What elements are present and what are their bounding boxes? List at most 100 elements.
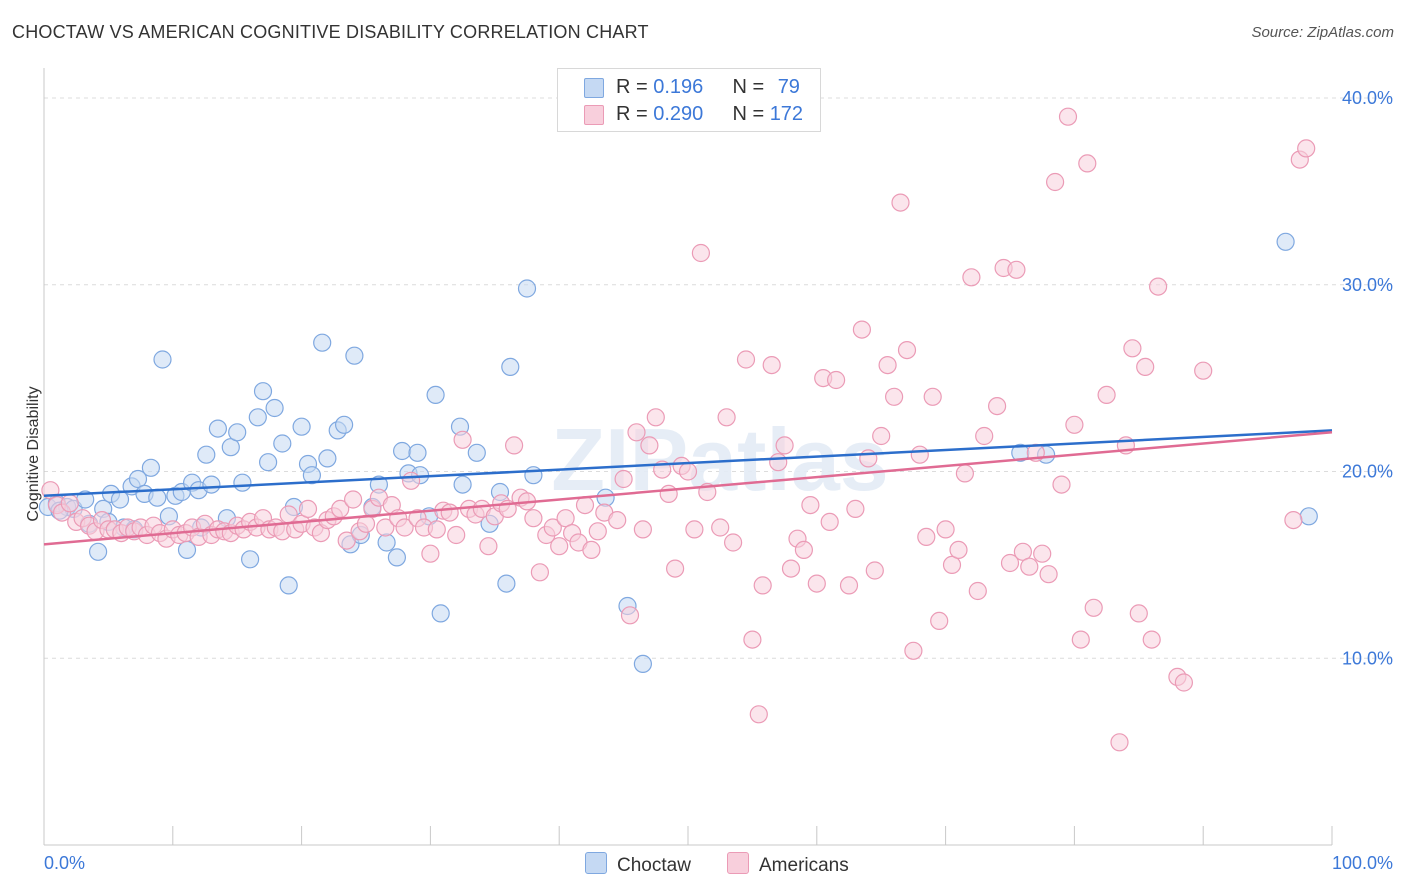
americans-point <box>917 527 936 547</box>
americans-point <box>942 555 962 575</box>
choctaw-point <box>302 466 321 485</box>
choctaw-point <box>431 604 450 623</box>
y-tick-label: 30.0% <box>1342 275 1393 295</box>
americans-point <box>1148 277 1168 296</box>
americans-point <box>1058 107 1078 126</box>
americans-point <box>1129 604 1148 623</box>
americans-n-label: N = <box>732 103 770 125</box>
choctaw-point <box>377 533 396 552</box>
americans-point <box>588 522 607 541</box>
americans-point <box>1097 385 1116 404</box>
y-tick-label: 10.0% <box>1342 648 1393 668</box>
americans-point <box>839 576 859 595</box>
choctaw-point <box>1299 507 1318 526</box>
americans-point <box>1297 139 1316 158</box>
americans-trend-line <box>43 431 1333 546</box>
choctaw-r-label: R = <box>616 76 654 98</box>
choctaw-point <box>202 475 221 494</box>
americans-point <box>1045 172 1065 192</box>
americans-point <box>743 630 762 649</box>
americans-point <box>865 561 884 580</box>
choctaw-point <box>524 466 543 485</box>
americans-point <box>1039 565 1058 584</box>
data-points <box>38 107 1318 752</box>
americans-r-label: R = <box>616 103 654 125</box>
americans-point <box>975 426 994 446</box>
legend-item-americans[interactable]: Americans <box>727 852 849 877</box>
choctaw-point <box>633 654 653 674</box>
americans-point <box>640 436 659 455</box>
choctaw-point <box>497 574 516 593</box>
choctaw-point <box>387 548 406 567</box>
choctaw-point <box>408 443 427 462</box>
americans-point <box>749 705 768 724</box>
choctaw-point <box>148 488 167 507</box>
americans-point <box>524 509 543 528</box>
americans-point <box>1174 673 1194 692</box>
americans-point <box>762 356 781 375</box>
tick-labels: 10.0% 20.0% 30.0% 40.0% 0.0% 100.0% <box>44 88 1393 873</box>
choctaw-n-value: 79 <box>777 76 800 98</box>
chart-source: Source: ZipAtlas.com <box>1251 24 1394 41</box>
americans-point <box>1194 361 1213 380</box>
americans-point <box>633 520 653 539</box>
choctaw-point <box>273 434 292 453</box>
americans-point <box>1284 510 1303 530</box>
americans-point <box>1052 475 1071 494</box>
americans-point <box>582 540 601 560</box>
choctaw-point <box>241 550 260 569</box>
americans-point <box>575 496 595 515</box>
americans-point <box>1071 630 1090 649</box>
americans-point <box>807 574 826 593</box>
choctaw-point <box>501 357 520 376</box>
choctaw-point <box>426 385 445 404</box>
americans-point <box>878 356 897 375</box>
americans-point <box>753 576 772 595</box>
americans-point <box>685 520 704 539</box>
americans-point <box>923 387 942 406</box>
choctaw-trend-line <box>43 429 1333 498</box>
choctaw-point <box>292 417 311 436</box>
americans-point <box>691 243 711 263</box>
americans-point <box>427 520 446 539</box>
americans-point <box>298 499 318 518</box>
choctaw-point <box>335 415 354 434</box>
americans-point <box>659 484 678 503</box>
americans-point <box>614 469 633 489</box>
choctaw-point <box>228 423 247 442</box>
choctaw-point <box>1276 232 1295 251</box>
americans-point <box>1142 630 1161 649</box>
legend-item-choctaw[interactable]: Choctaw <box>585 852 691 877</box>
americans-point <box>801 496 820 515</box>
choctaw-point <box>345 346 364 365</box>
americans-point <box>955 464 975 483</box>
choctaw-point <box>197 445 216 464</box>
americans-point <box>337 531 356 550</box>
americans-point <box>504 436 524 455</box>
americans-point <box>717 408 736 427</box>
choctaw-point <box>313 333 332 352</box>
americans-r-value: 0.290 <box>653 103 704 125</box>
americans-point <box>421 544 440 563</box>
americans-point <box>846 499 865 518</box>
americans-point <box>627 423 646 442</box>
axes <box>43 68 1333 846</box>
americans-point <box>872 426 891 446</box>
x-tick-label-min: 0.0% <box>44 853 85 873</box>
americans-point <box>678 462 698 481</box>
americans-point <box>1007 260 1026 279</box>
choctaw-point <box>279 576 298 595</box>
americans-point <box>1000 553 1020 573</box>
americans-point <box>344 490 363 509</box>
americans-point <box>620 606 640 625</box>
americans-point <box>723 533 743 552</box>
choctaw-point <box>153 350 172 369</box>
choctaw-point <box>453 475 472 494</box>
choctaw-legend-label: Choctaw <box>617 855 691 876</box>
americans-legend-label: Americans <box>759 855 849 876</box>
americans-point <box>884 387 904 406</box>
americans-swatch <box>584 105 604 125</box>
americans-point <box>897 341 917 360</box>
americans-point <box>1110 733 1129 752</box>
americans-legend-swatch <box>727 852 749 874</box>
